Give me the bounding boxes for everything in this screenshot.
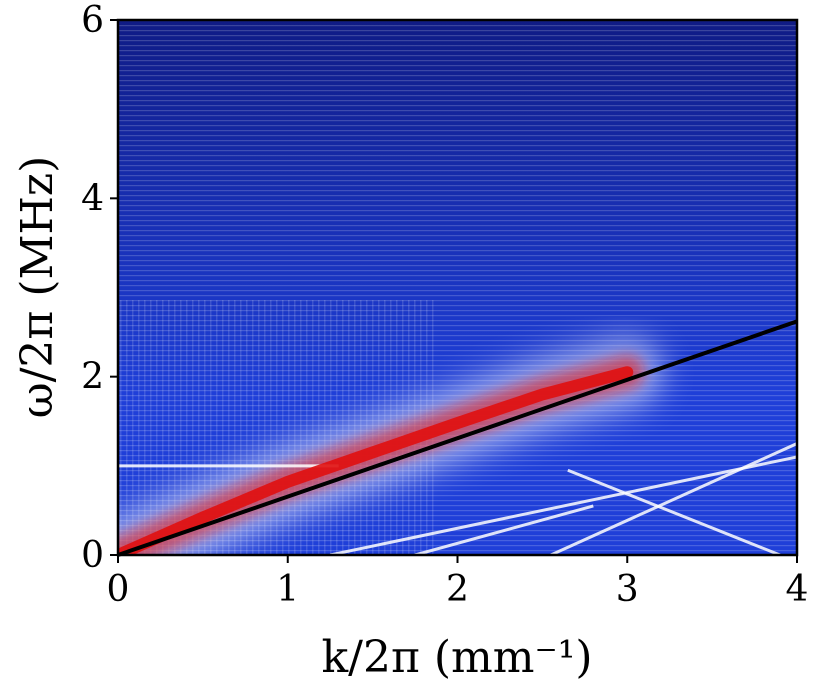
y-tick-label: 4: [81, 178, 104, 219]
y-tick-label: 6: [81, 0, 104, 41]
intensity-ridge: [118, 366, 634, 555]
y-axis-title: ω/2π (MHz): [12, 156, 63, 419]
white-line-branch-1: [329, 455, 797, 555]
y-axis-ticks: 0 2 4 6: [81, 0, 118, 576]
y-tick-label: 0: [81, 535, 104, 576]
x-tick-label: 2: [446, 569, 469, 610]
white-line-branch-3: [567, 468, 781, 555]
white-line-branch-2: [550, 442, 797, 555]
fit-line: [117, 319, 798, 557]
x-tick-label: 3: [616, 569, 639, 610]
x-tick-label: 1: [276, 569, 299, 610]
x-axis-title: k/2π (mm⁻¹): [321, 632, 592, 683]
x-tick-label: 0: [107, 569, 130, 610]
ridge-core: [118, 366, 634, 555]
x-axis-ticks: 0 1 2 3 4: [107, 555, 809, 610]
white-line-branch-4: [414, 504, 594, 555]
white-branch-lines: [118, 442, 797, 555]
y-tick-label: 2: [81, 357, 104, 398]
heatmap-layer: [118, 20, 797, 555]
x-tick-label: 4: [786, 569, 809, 610]
fit-line-layer: [117, 319, 798, 557]
